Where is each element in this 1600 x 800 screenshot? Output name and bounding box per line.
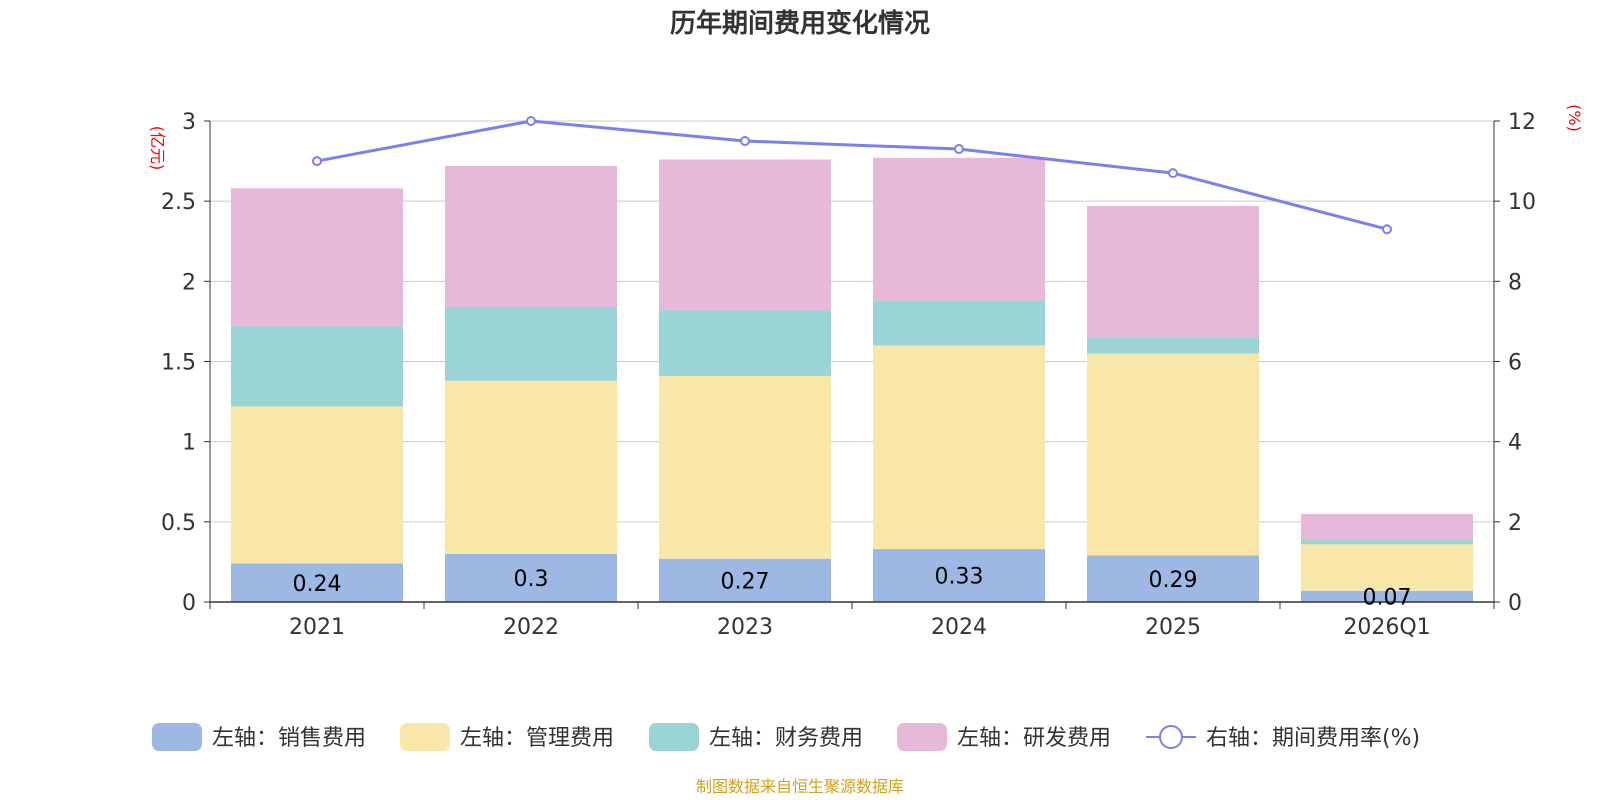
bar-segment — [873, 300, 1045, 346]
legend-item: 左轴：财务费用 — [649, 723, 863, 751]
legend-label: 左轴：研发费用 — [957, 726, 1111, 751]
bar-segment — [1087, 205, 1259, 338]
bars — [231, 157, 1473, 602]
bar-segment — [231, 563, 403, 602]
bar-segment — [873, 345, 1045, 550]
grid-lines — [210, 120, 1494, 523]
legend: 左轴：销售费用 左轴：管理费用 左轴：财务费用 左轴：研发费用 右轴：期间费用率(%) — [152, 723, 1420, 751]
rate-line — [312, 116, 1392, 235]
data-label: 0.3 — [514, 567, 549, 592]
legend-item: 左轴：研发费用 — [897, 723, 1111, 751]
right-axis-label: (%) — [1565, 104, 1584, 132]
source-note: 制图数据来自恒生聚源数据库 — [696, 777, 904, 796]
legend-item: 左轴：销售费用 — [152, 723, 366, 751]
legend-swatch — [400, 723, 450, 751]
legend-swatch — [649, 723, 699, 751]
bar-segment — [1301, 539, 1473, 545]
rate-point — [1168, 168, 1178, 179]
legend-item: 右轴：期间费用率(%) — [1146, 725, 1420, 751]
data-label: 0.27 — [721, 569, 770, 594]
right-tick-label: 8 — [1508, 270, 1522, 295]
bar-segment — [1087, 555, 1259, 602]
rate-point — [526, 116, 536, 126]
x-tick-label: 2021 — [289, 615, 345, 640]
x-tick-label: 2025 — [1145, 615, 1201, 640]
bar-segment — [445, 306, 617, 381]
right-tick-label: 6 — [1508, 351, 1522, 376]
bar-segment — [445, 165, 617, 307]
right-tick-label: 0 — [1508, 591, 1522, 616]
rate-point — [954, 144, 964, 155]
x-tick-label: 2023 — [717, 615, 773, 640]
bar-segment — [659, 558, 831, 602]
right-tick-label: 12 — [1508, 110, 1536, 135]
bar-segment — [873, 157, 1045, 301]
bar-segment — [659, 159, 831, 311]
data-labels: 0.24 0.3 0.27 0.33 0.29 0.07 — [293, 565, 1412, 611]
rate-point — [312, 156, 322, 167]
bar-segment — [445, 380, 617, 554]
legend-label: 左轴：财务费用 — [709, 726, 863, 751]
x-tick-label: 2026Q1 — [1343, 615, 1430, 640]
bar-segment — [873, 549, 1045, 602]
bar-segment — [1087, 353, 1259, 556]
bar-segment — [659, 375, 831, 559]
bar-segment — [1301, 544, 1473, 591]
bar-segment — [231, 406, 403, 564]
axes: 0 0.5 1 1.5 2 2.5 3 0 2 4 6 8 10 12 2021 2022 2023 2024 20… — [161, 110, 1536, 640]
chart-title: 历年期间费用变化情况 — [670, 8, 930, 39]
left-tick-label: 2 — [182, 270, 196, 295]
left-tick-label: 0 — [182, 591, 196, 616]
right-tick-label: 4 — [1508, 431, 1522, 456]
x-tick-label: 2022 — [503, 615, 559, 640]
bar-segment — [1087, 337, 1259, 354]
right-tick-label: 10 — [1508, 190, 1536, 215]
left-tick-label: 3 — [182, 110, 196, 135]
rate-point — [740, 136, 750, 147]
right-tick-label: 2 — [1508, 511, 1522, 536]
data-label: 0.24 — [293, 572, 342, 597]
bar-segment — [1301, 590, 1473, 602]
data-label: 0.29 — [1149, 568, 1198, 593]
rate-line-path — [316, 119, 1388, 231]
bar-segment — [659, 310, 831, 376]
left-tick-label: 2.5 — [161, 190, 196, 215]
left-tick-label: 1.5 — [161, 351, 196, 376]
legend-swatch — [152, 723, 202, 751]
left-tick-label: 0.5 — [161, 511, 196, 536]
data-label: 0.33 — [935, 565, 984, 590]
bar-segment — [231, 188, 403, 327]
legend-label: 右轴：期间费用率(%) — [1206, 726, 1420, 751]
rate-point — [1382, 224, 1392, 235]
legend-label: 左轴：销售费用 — [212, 726, 366, 751]
left-tick-label: 1 — [182, 431, 196, 456]
legend-item: 左轴：管理费用 — [400, 723, 614, 751]
left-axis-label: (亿元) — [148, 126, 167, 171]
bar-segment — [231, 326, 403, 407]
data-label: 0.07 — [1363, 585, 1412, 610]
x-tick-label: 2024 — [931, 615, 987, 640]
legend-swatch — [897, 723, 947, 751]
legend-marker — [1159, 725, 1183, 749]
legend-label: 左轴：管理费用 — [460, 726, 614, 751]
bar-segment — [1301, 513, 1473, 540]
bar-segment — [445, 553, 617, 602]
